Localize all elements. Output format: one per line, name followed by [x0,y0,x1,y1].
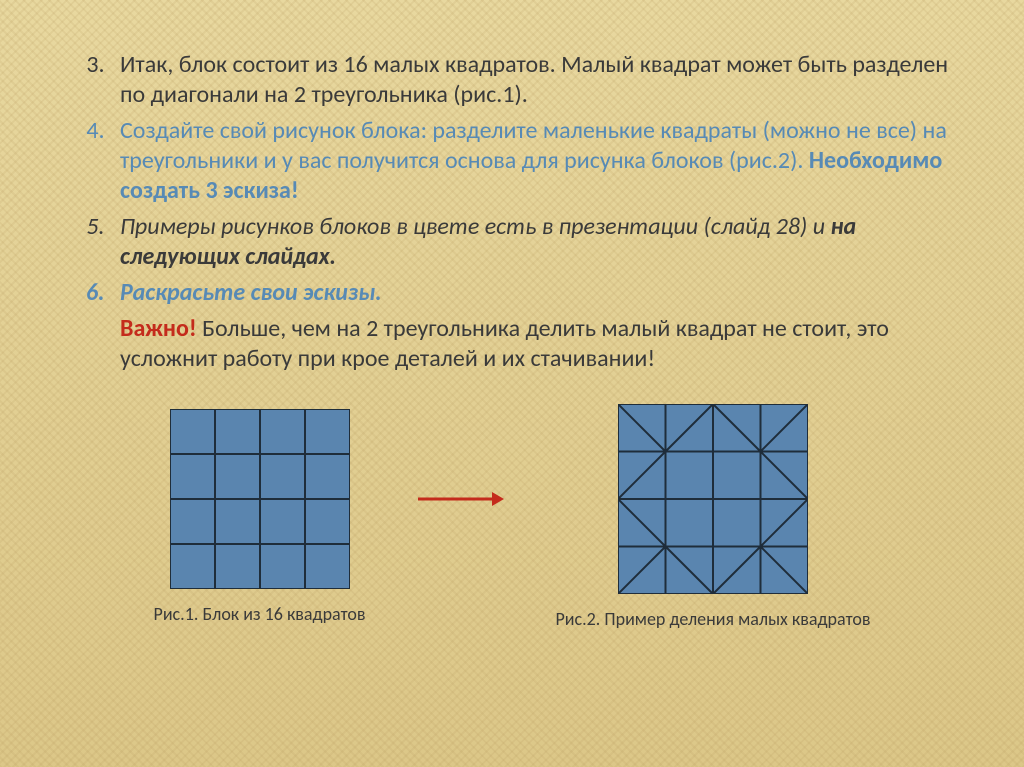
arrow-svg [416,487,506,511]
important-note: Важно! Больше, чем на 2 треугольника дел… [120,314,954,374]
slide-content: Итак, блок состоит из 16 малых квадратов… [0,0,1024,651]
item6-text: Раскрасьте свои эскизы. [120,278,382,307]
instruction-list: Итак, блок состоит из 16 малых квадратов… [70,50,954,308]
figure-2: Рис.2. Пример деления малых квадратов [556,404,871,631]
list-item-5: Примеры рисунков блоков в цвете есть в п… [110,212,954,272]
fig2-caption: Рис.2. Пример деления малых квадратов [556,609,871,631]
list-item-6: Раскрасьте свои эскизы. [110,278,954,308]
item3-text: Итак, блок состоит из 16 малых квадратов… [120,50,948,109]
item5-text-a: Примеры рисунков блоков в цвете есть в п… [120,212,831,241]
fig2-svg [618,404,808,594]
note-text: Больше, чем на 2 треугольника делить мал… [120,314,889,373]
list-item-3: Итак, блок состоит из 16 малых квадратов… [110,50,954,110]
note-label: Важно! [120,314,197,343]
fig1-svg [170,409,350,589]
fig1-caption: Рис.1. Блок из 16 квадратов [154,604,366,626]
figure-1: Рис.1. Блок из 16 квадратов [154,409,366,626]
arrow-icon [416,487,506,518]
figures-row: Рис.1. Блок из 16 квадратов Рис.2. Приме… [70,404,954,631]
list-item-4: Создайте свой рисунок блока: разделите м… [110,116,954,206]
